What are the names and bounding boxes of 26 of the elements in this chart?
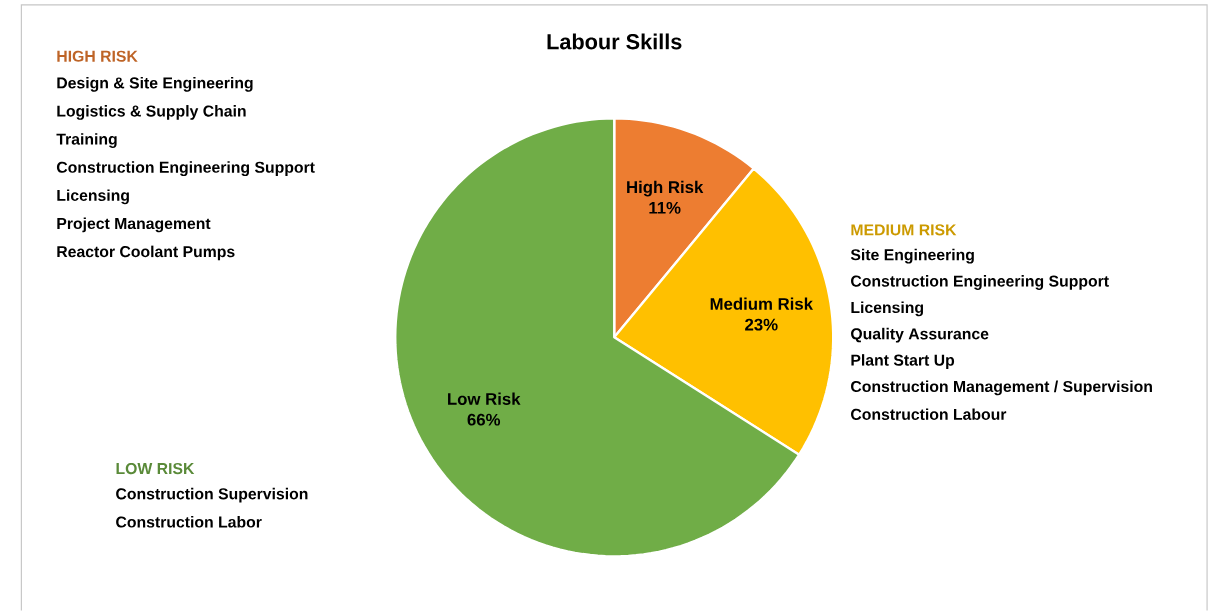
data-label: 66% (467, 413, 501, 426)
text: LOW RISK (116, 462, 195, 475)
text: MEDIUM RISK (851, 224, 957, 236)
chart-title: Labour Skills (547, 33, 682, 50)
text: Construction Management / Supervision (851, 380, 1152, 396)
text: Site Engineering (850, 248, 974, 264)
slice-label: Low Risk (448, 392, 521, 405)
data-label: 11% (649, 201, 681, 214)
text: Construction Engineering Support (56, 161, 315, 176)
slice-label: High Risk (627, 180, 704, 197)
text: Construction Engineering Support (851, 275, 1109, 290)
text: Plant Start Up (851, 354, 955, 369)
text: Licensing (57, 189, 129, 205)
text: Reactor Coolant Pumps (57, 245, 235, 261)
text: Construction Labor (116, 515, 262, 528)
text: Quality Assurance (851, 327, 989, 343)
slice-label: Medium Risk (710, 297, 814, 310)
text: Project Management (57, 217, 211, 233)
data-label: 23% (745, 318, 778, 331)
text: Construction Labour (851, 408, 1007, 420)
text: HIGH RISK (57, 50, 138, 62)
text: Training (56, 133, 117, 148)
text: Design & Site Engineering (57, 76, 253, 92)
text: Licensing (851, 301, 923, 317)
text: Logistics & Supply Chain (57, 104, 246, 120)
text: Construction Supervision (116, 487, 308, 503)
